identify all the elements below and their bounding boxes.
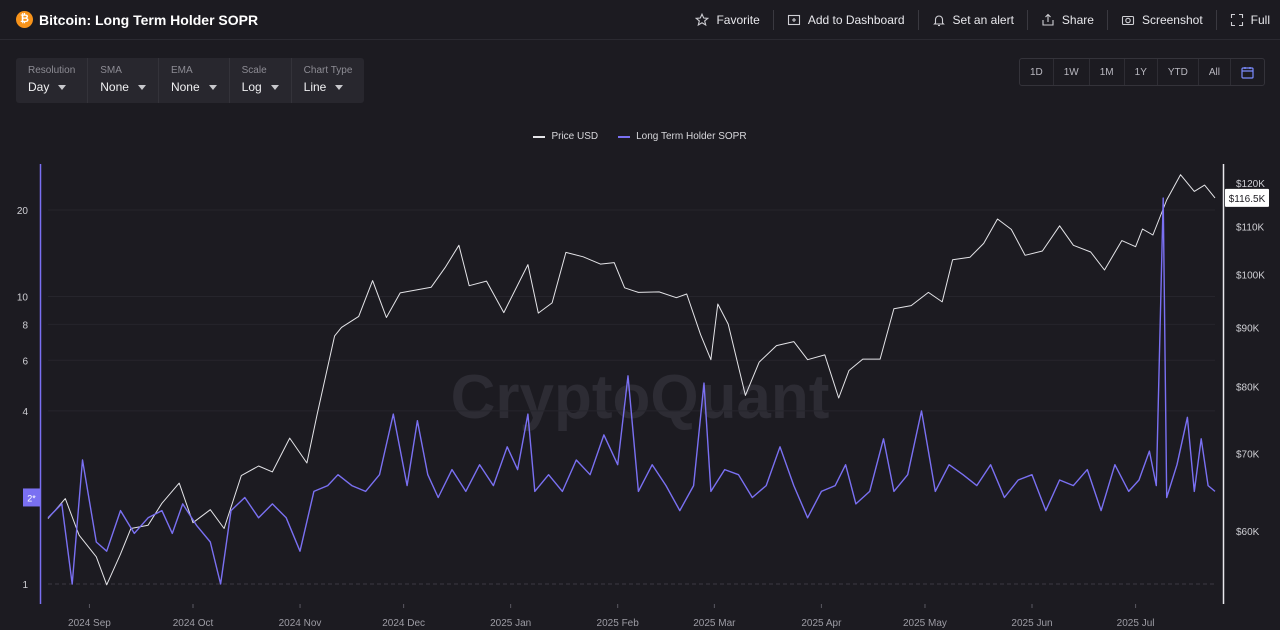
set-alert-label: Set an alert	[952, 13, 1014, 27]
add-to-dashboard-label: Add to Dashboard	[807, 13, 905, 27]
sma-select[interactable]: SMA None	[88, 58, 159, 103]
right-axis-tick: $110K	[1236, 223, 1265, 234]
sma-label: SMA	[100, 65, 122, 76]
right-axis-tick: $60K	[1236, 527, 1260, 538]
chevron-down-icon	[137, 84, 146, 90]
scale-label: Scale	[241, 65, 267, 76]
left-axis-tick: 1	[22, 580, 28, 591]
left-axis-badge-label: 2*	[27, 493, 36, 503]
right-axis-tick: $70K	[1236, 450, 1260, 461]
legend-label-price: Price USD	[551, 131, 599, 142]
x-axis-label: 2025 Apr	[801, 618, 842, 629]
left-axis-tick: 8	[22, 320, 28, 331]
header-actions: Favorite Add to Dashboard Set an alert S…	[682, 0, 1280, 40]
right-axis-tick: $100K	[1236, 271, 1265, 282]
ema-select[interactable]: EMA None	[159, 58, 230, 103]
chart-legend: Price USD Long Term Holder SOPR	[0, 131, 1280, 142]
ema-label: EMA	[170, 65, 193, 76]
x-axis-label: 2025 Jul	[1117, 618, 1155, 629]
left-axis-badge	[23, 488, 40, 507]
top-bar: ₿ Bitcoin: Long Term Holder SOPR Favorit…	[0, 0, 1280, 40]
left-axis-tick: 10	[17, 293, 29, 304]
share-icon	[1042, 13, 1054, 26]
left-axis-tick: 6	[22, 356, 28, 367]
date-picker-button[interactable]	[1231, 59, 1264, 85]
range-1d[interactable]: 1D	[1020, 59, 1054, 85]
x-axis-label: 2024 Oct	[173, 618, 214, 629]
sopr-series-line	[47, 197, 1216, 585]
bell-icon	[932, 15, 945, 27]
page-title: Bitcoin: Long Term Holder SOPR	[39, 12, 259, 28]
left-axis-tick: 20	[17, 206, 29, 217]
x-axis-label: 2025 Jan	[490, 618, 531, 629]
x-axis-label: 2024 Dec	[382, 618, 425, 629]
resolution-select[interactable]: Resolution Day	[16, 58, 89, 103]
chart-type-select[interactable]: Chart Type Line	[292, 58, 365, 103]
ema-value: None	[170, 80, 200, 94]
share-button[interactable]: Share	[1028, 10, 1108, 30]
scale-select[interactable]: Scale Log	[230, 58, 292, 103]
screenshot-button[interactable]: Screenshot	[1108, 10, 1217, 30]
watermark: CryptoQuant	[451, 363, 830, 432]
resolution-value: Day	[28, 80, 50, 94]
favorite-button[interactable]: Favorite	[682, 10, 774, 30]
dashboard-add-icon	[787, 14, 800, 26]
range-all[interactable]: All	[1199, 59, 1231, 85]
resolution-label: Resolution	[28, 65, 76, 76]
bitcoin-icon: ₿	[16, 11, 33, 28]
chevron-down-icon	[270, 84, 279, 90]
chevron-down-icon	[208, 84, 217, 90]
screenshot-label: Screenshot	[1141, 13, 1203, 27]
chart-controls: Resolution Day SMA None EMA None Scale L…	[16, 58, 365, 103]
chevron-down-icon	[335, 84, 344, 90]
x-axis-label: 2025 Mar	[693, 618, 736, 629]
x-axis-label: 2025 Jun	[1011, 618, 1052, 629]
range-ytd[interactable]: YTD	[1158, 59, 1199, 85]
price-current-badge	[1225, 188, 1269, 207]
range-1y[interactable]: 1Y	[1125, 59, 1158, 85]
legend-item-sopr[interactable]: Long Term Holder SOPR	[618, 131, 747, 142]
chevron-down-icon	[58, 84, 67, 90]
right-axis-tick: $120K	[1236, 179, 1265, 190]
scale-value: Log	[241, 80, 262, 94]
favorite-label: Favorite	[716, 13, 760, 27]
range-1w[interactable]: 1W	[1054, 59, 1090, 85]
x-axis-label: 2024 Sep	[68, 618, 111, 629]
camera-icon	[1121, 15, 1135, 26]
legend-swatch-price	[533, 135, 546, 138]
sma-value: None	[100, 80, 129, 94]
right-axis-tick: $80K	[1236, 383, 1260, 394]
star-icon	[695, 13, 710, 27]
chart-type-value: Line	[303, 80, 327, 94]
x-axis-label: 2025 May	[903, 618, 947, 629]
price-current-label: $116.5K	[1229, 194, 1266, 205]
full-button[interactable]: Full	[1217, 10, 1280, 30]
legend-label-sopr: Long Term Holder SOPR	[636, 131, 747, 142]
legend-item-price[interactable]: Price USD	[533, 131, 598, 142]
x-axis-label: 2024 Nov	[279, 618, 322, 629]
x-axis-label: 2025 Feb	[597, 618, 640, 629]
set-alert-button[interactable]: Set an alert	[919, 10, 1028, 30]
range-1m[interactable]: 1M	[1090, 59, 1125, 85]
left-axis-tick: 4	[22, 407, 28, 418]
right-axis-tick: $90K	[1236, 323, 1260, 334]
chart-type-label: Chart Type	[303, 65, 353, 76]
range-selector: 1D 1W 1M 1Y YTD All	[1018, 58, 1265, 86]
chart-canvas[interactable]: CryptoQuant 1 4 6 8 10 20 2* $120K $110K $100K $90K…	[0, 160, 1280, 630]
price-series-line	[47, 174, 1216, 586]
add-to-dashboard-button[interactable]: Add to Dashboard	[774, 10, 919, 30]
full-label: Full	[1250, 13, 1270, 27]
legend-swatch-sopr	[618, 135, 631, 138]
calendar-icon	[1241, 66, 1254, 79]
fullscreen-icon	[1230, 13, 1243, 27]
share-label: Share	[1061, 13, 1094, 27]
